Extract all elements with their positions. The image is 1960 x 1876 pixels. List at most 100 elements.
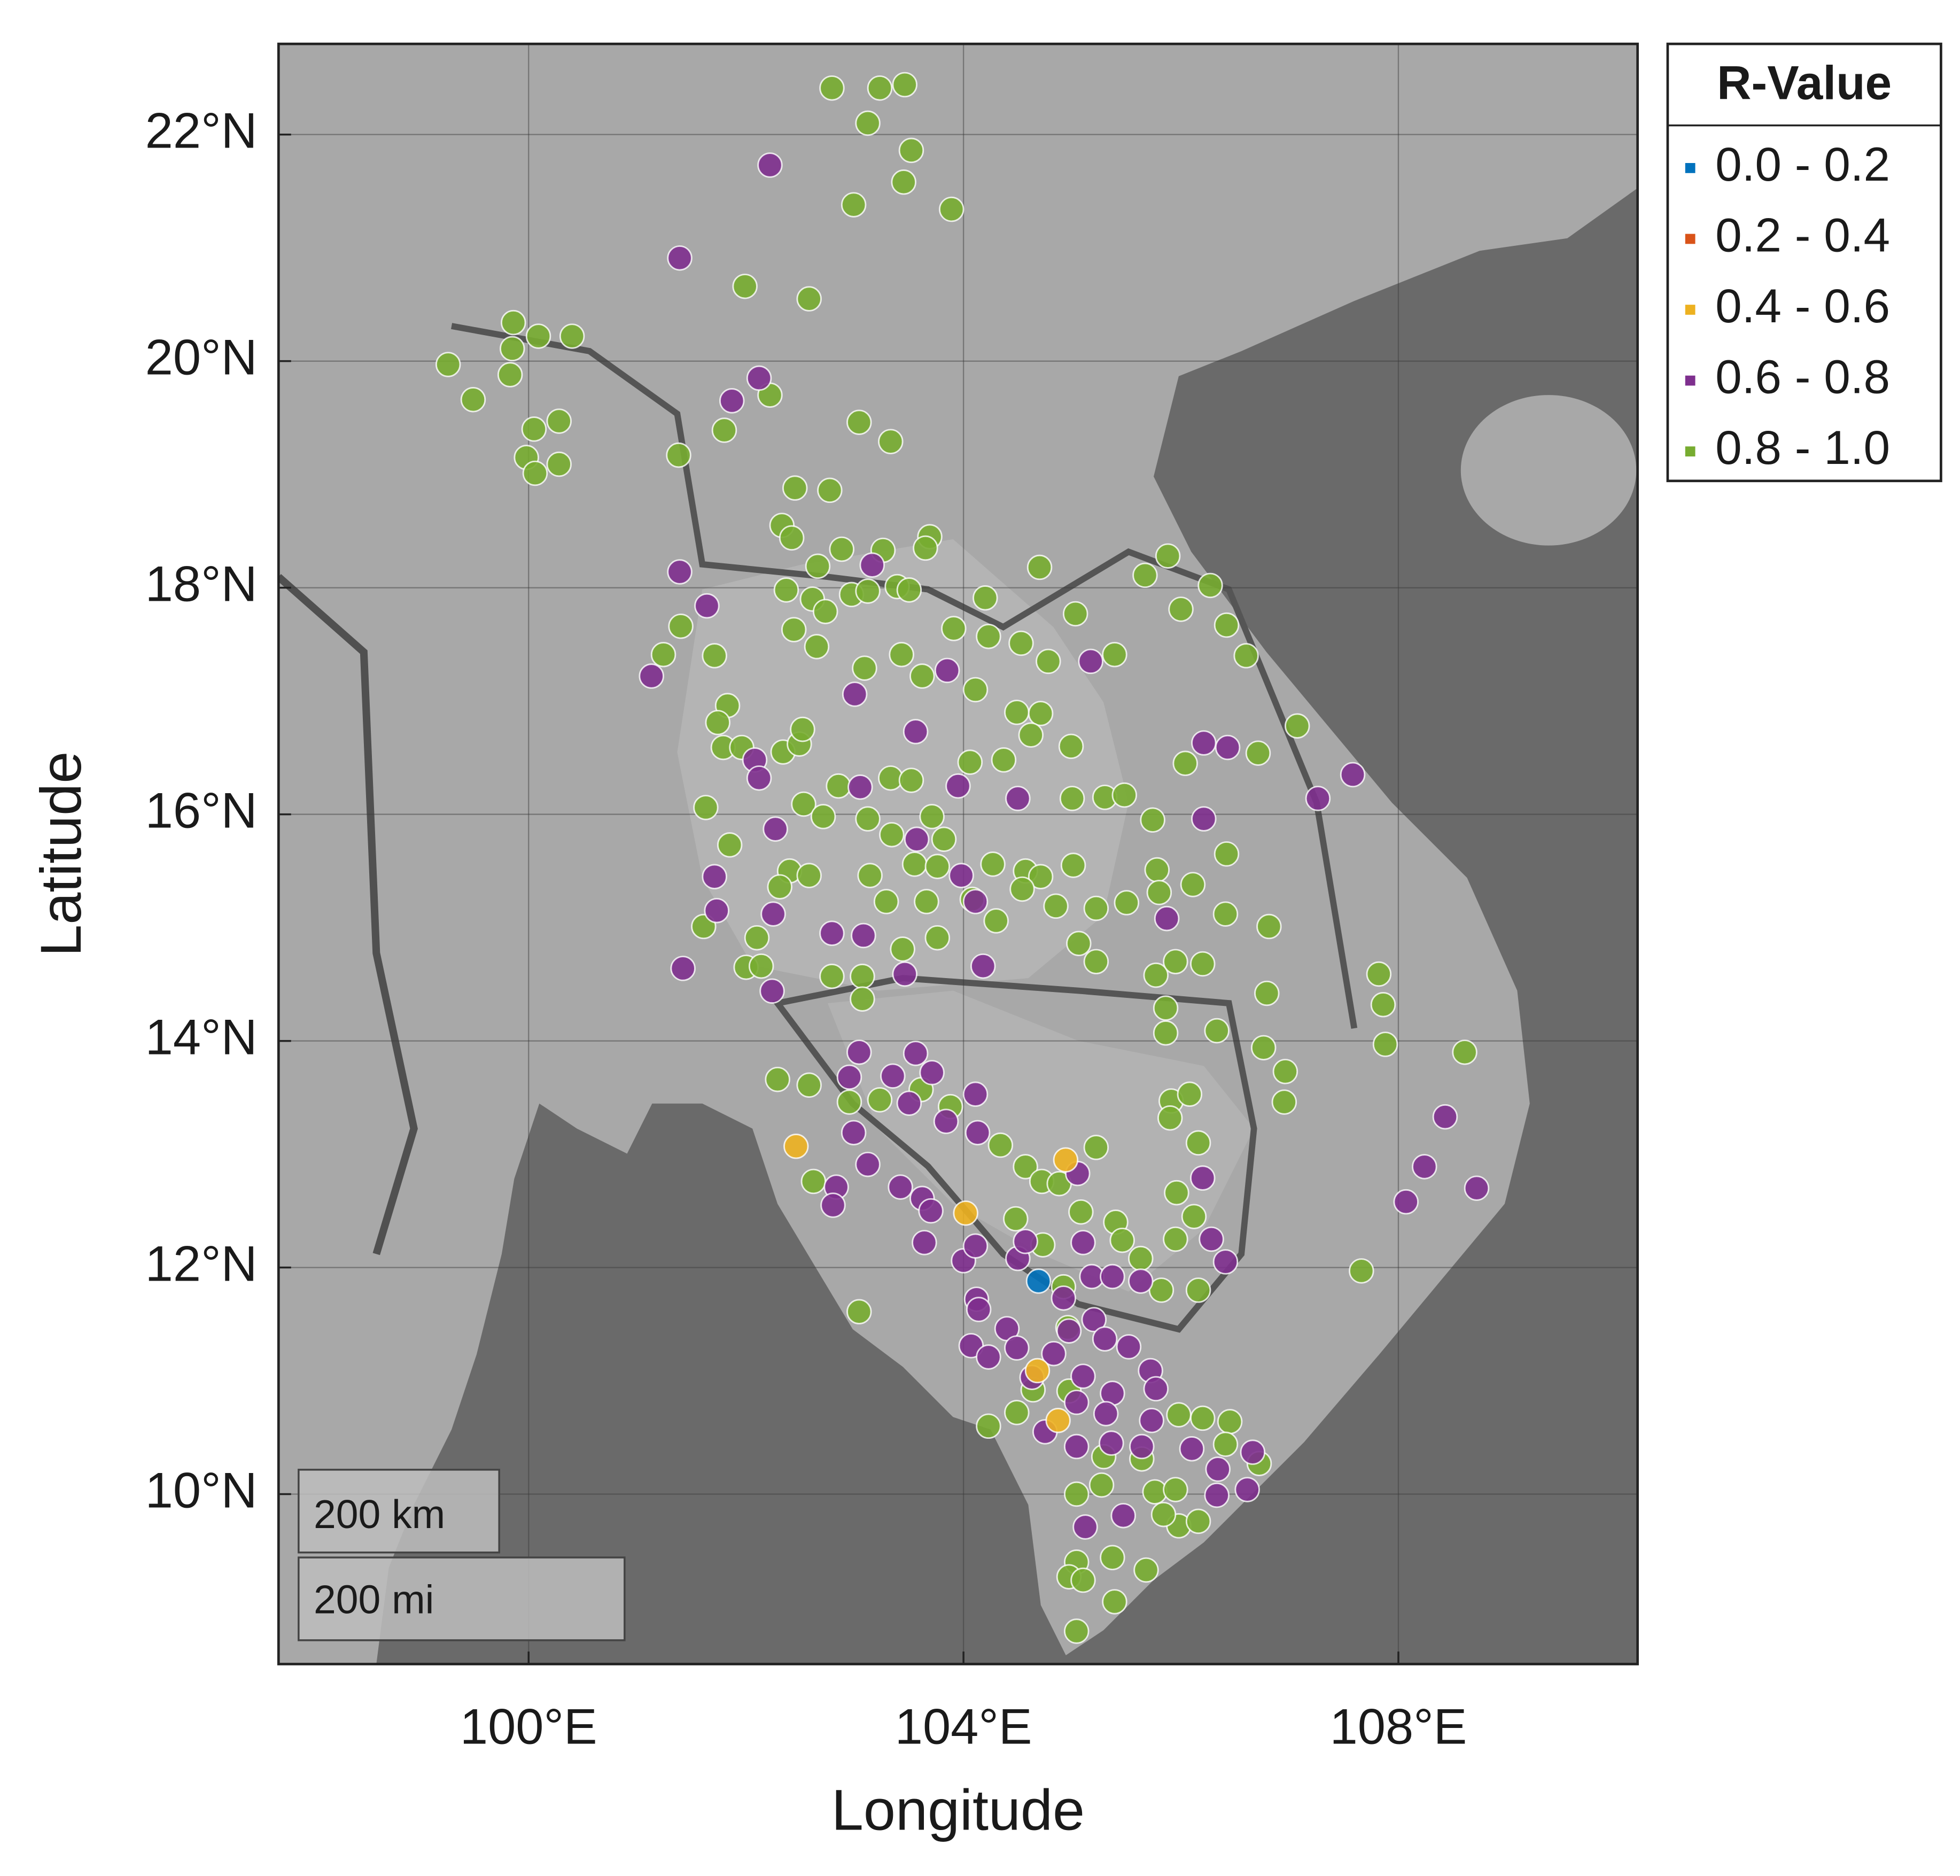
data-point: [767, 874, 792, 900]
data-point: [796, 1072, 822, 1098]
data-point: [521, 416, 547, 442]
data-point: [1177, 1081, 1203, 1107]
data-point: [1370, 992, 1396, 1018]
data-point: [1185, 1277, 1211, 1303]
y-tick-label: 14°N: [145, 1009, 258, 1065]
data-point: [1204, 1018, 1230, 1044]
data-point: [904, 826, 930, 852]
data-point: [987, 1132, 1013, 1158]
data-point: [1197, 572, 1223, 599]
data-point: [773, 577, 799, 603]
data-point: [1191, 730, 1217, 756]
data-point: [1064, 1433, 1090, 1460]
x-tick-label: 104°E: [895, 1699, 1032, 1755]
data-point: [667, 245, 693, 271]
data-point: [1100, 1545, 1125, 1570]
data-point: [757, 152, 783, 178]
data-point: [759, 978, 785, 1004]
legend-marker: [1685, 163, 1695, 173]
data-point: [746, 765, 772, 791]
data-point: [717, 832, 743, 858]
data-point: [913, 535, 938, 561]
data-point: [1083, 1135, 1109, 1160]
data-point: [1064, 1390, 1090, 1415]
data-point: [855, 578, 881, 604]
data-point: [668, 614, 694, 639]
data-point: [817, 477, 843, 503]
data-point: [896, 577, 922, 603]
data-point: [1163, 1226, 1188, 1252]
data-point: [1412, 1154, 1437, 1180]
data-point: [500, 336, 525, 362]
data-point: [782, 475, 808, 501]
data-point: [1271, 1089, 1297, 1115]
data-point: [1372, 1032, 1398, 1057]
data-point: [820, 1192, 846, 1218]
data-point: [855, 806, 881, 832]
data-point: [850, 964, 875, 989]
data-point: [846, 409, 872, 435]
data-point: [1004, 1335, 1030, 1361]
data-point: [891, 169, 916, 195]
data-point: [1100, 1263, 1125, 1290]
data-point: [1070, 1363, 1096, 1389]
data-point: [732, 274, 758, 299]
data-point: [841, 1120, 867, 1145]
data-point: [888, 1174, 913, 1200]
data-point: [976, 624, 1001, 649]
data-point: [918, 1198, 944, 1224]
data-point: [903, 719, 929, 745]
data-point: [702, 643, 727, 669]
data-point: [1349, 1258, 1374, 1284]
data-point: [890, 936, 915, 962]
data-point: [939, 196, 965, 222]
legend-label: 0.8 - 1.0: [1715, 421, 1890, 474]
data-point: [980, 851, 1006, 877]
data-point: [1153, 995, 1179, 1021]
data-point: [1245, 740, 1271, 766]
y-tick-label: 16°N: [145, 782, 258, 838]
data-point: [973, 585, 998, 611]
data-point: [829, 536, 854, 562]
data-point: [1214, 612, 1240, 638]
data-point: [1003, 1206, 1029, 1232]
data-point: [1028, 701, 1054, 726]
data-point: [670, 956, 696, 981]
data-point: [1092, 1326, 1118, 1352]
points: [435, 72, 1490, 1644]
data-point: [1056, 1318, 1082, 1344]
data-point: [1212, 1431, 1239, 1457]
data-point: [1088, 1472, 1115, 1498]
data-point: [1140, 807, 1165, 833]
data-point: [704, 898, 729, 924]
data-point: [857, 863, 883, 888]
data-point: [1041, 1340, 1067, 1367]
data-point: [1008, 630, 1034, 656]
data-point: [779, 525, 805, 551]
data-point: [898, 768, 924, 793]
data-point: [846, 1040, 872, 1065]
data-point: [639, 663, 664, 689]
data-point: [1081, 1307, 1107, 1332]
data-point: [1062, 601, 1088, 627]
data-point: [1256, 913, 1282, 940]
data-point: [1181, 1204, 1207, 1229]
data-point: [1109, 1227, 1135, 1253]
data-point: [1150, 1501, 1177, 1528]
data-point: [1155, 543, 1181, 569]
data-point: [855, 110, 881, 136]
data-point: [783, 1134, 809, 1159]
data-point: [1099, 1430, 1124, 1456]
legend: R-Value 0.0 - 0.2 0.2 - 0.4 0.4 - 0.6 0.6 - …: [1666, 42, 1942, 483]
data-point: [873, 889, 899, 914]
data-point: [898, 137, 924, 164]
data-point: [1153, 1020, 1179, 1046]
data-point: [763, 816, 788, 842]
data-point: [919, 1060, 945, 1086]
data-point: [966, 1297, 992, 1322]
data-point: [933, 1108, 959, 1134]
data-point: [460, 387, 486, 413]
data-point: [1018, 722, 1044, 748]
data-point: [1157, 1105, 1183, 1131]
